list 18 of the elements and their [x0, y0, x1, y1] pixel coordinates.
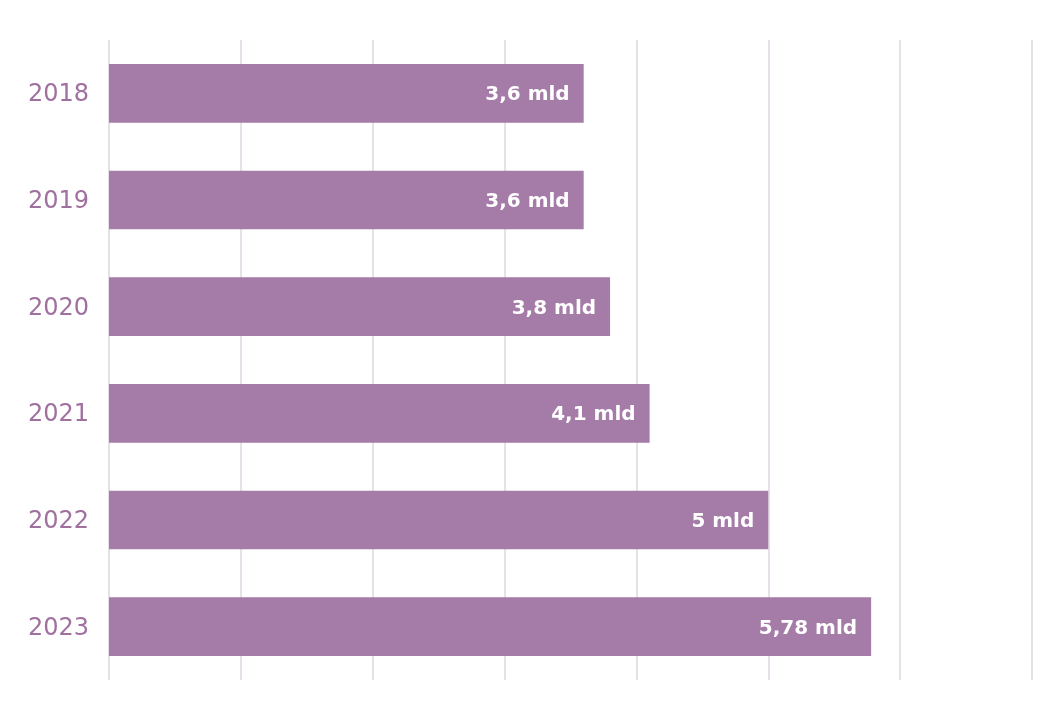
- y-tick-label: 2022: [27, 506, 89, 534]
- bar: [109, 64, 584, 123]
- data-label: 3,8 mld: [511, 294, 597, 319]
- bar: [109, 170, 584, 230]
- data-label: 5,78 mld: [758, 614, 858, 639]
- bar: [109, 597, 872, 656]
- data-label: 3,6 mld: [485, 188, 570, 212]
- bar: [109, 384, 650, 443]
- y-tick-label: 2019: [27, 186, 89, 214]
- bar: [109, 277, 611, 336]
- bar: [109, 490, 769, 550]
- data-label: 3,6 mld: [485, 81, 570, 106]
- y-tick-label: 2021: [27, 399, 89, 428]
- y-tick-label: 2018: [27, 79, 89, 108]
- data-label: 4,1 mld: [551, 401, 636, 426]
- y-tick-label: 2020: [27, 292, 89, 321]
- data-label: 5 mld: [691, 508, 755, 532]
- y-tick-label: 2023: [27, 612, 89, 641]
